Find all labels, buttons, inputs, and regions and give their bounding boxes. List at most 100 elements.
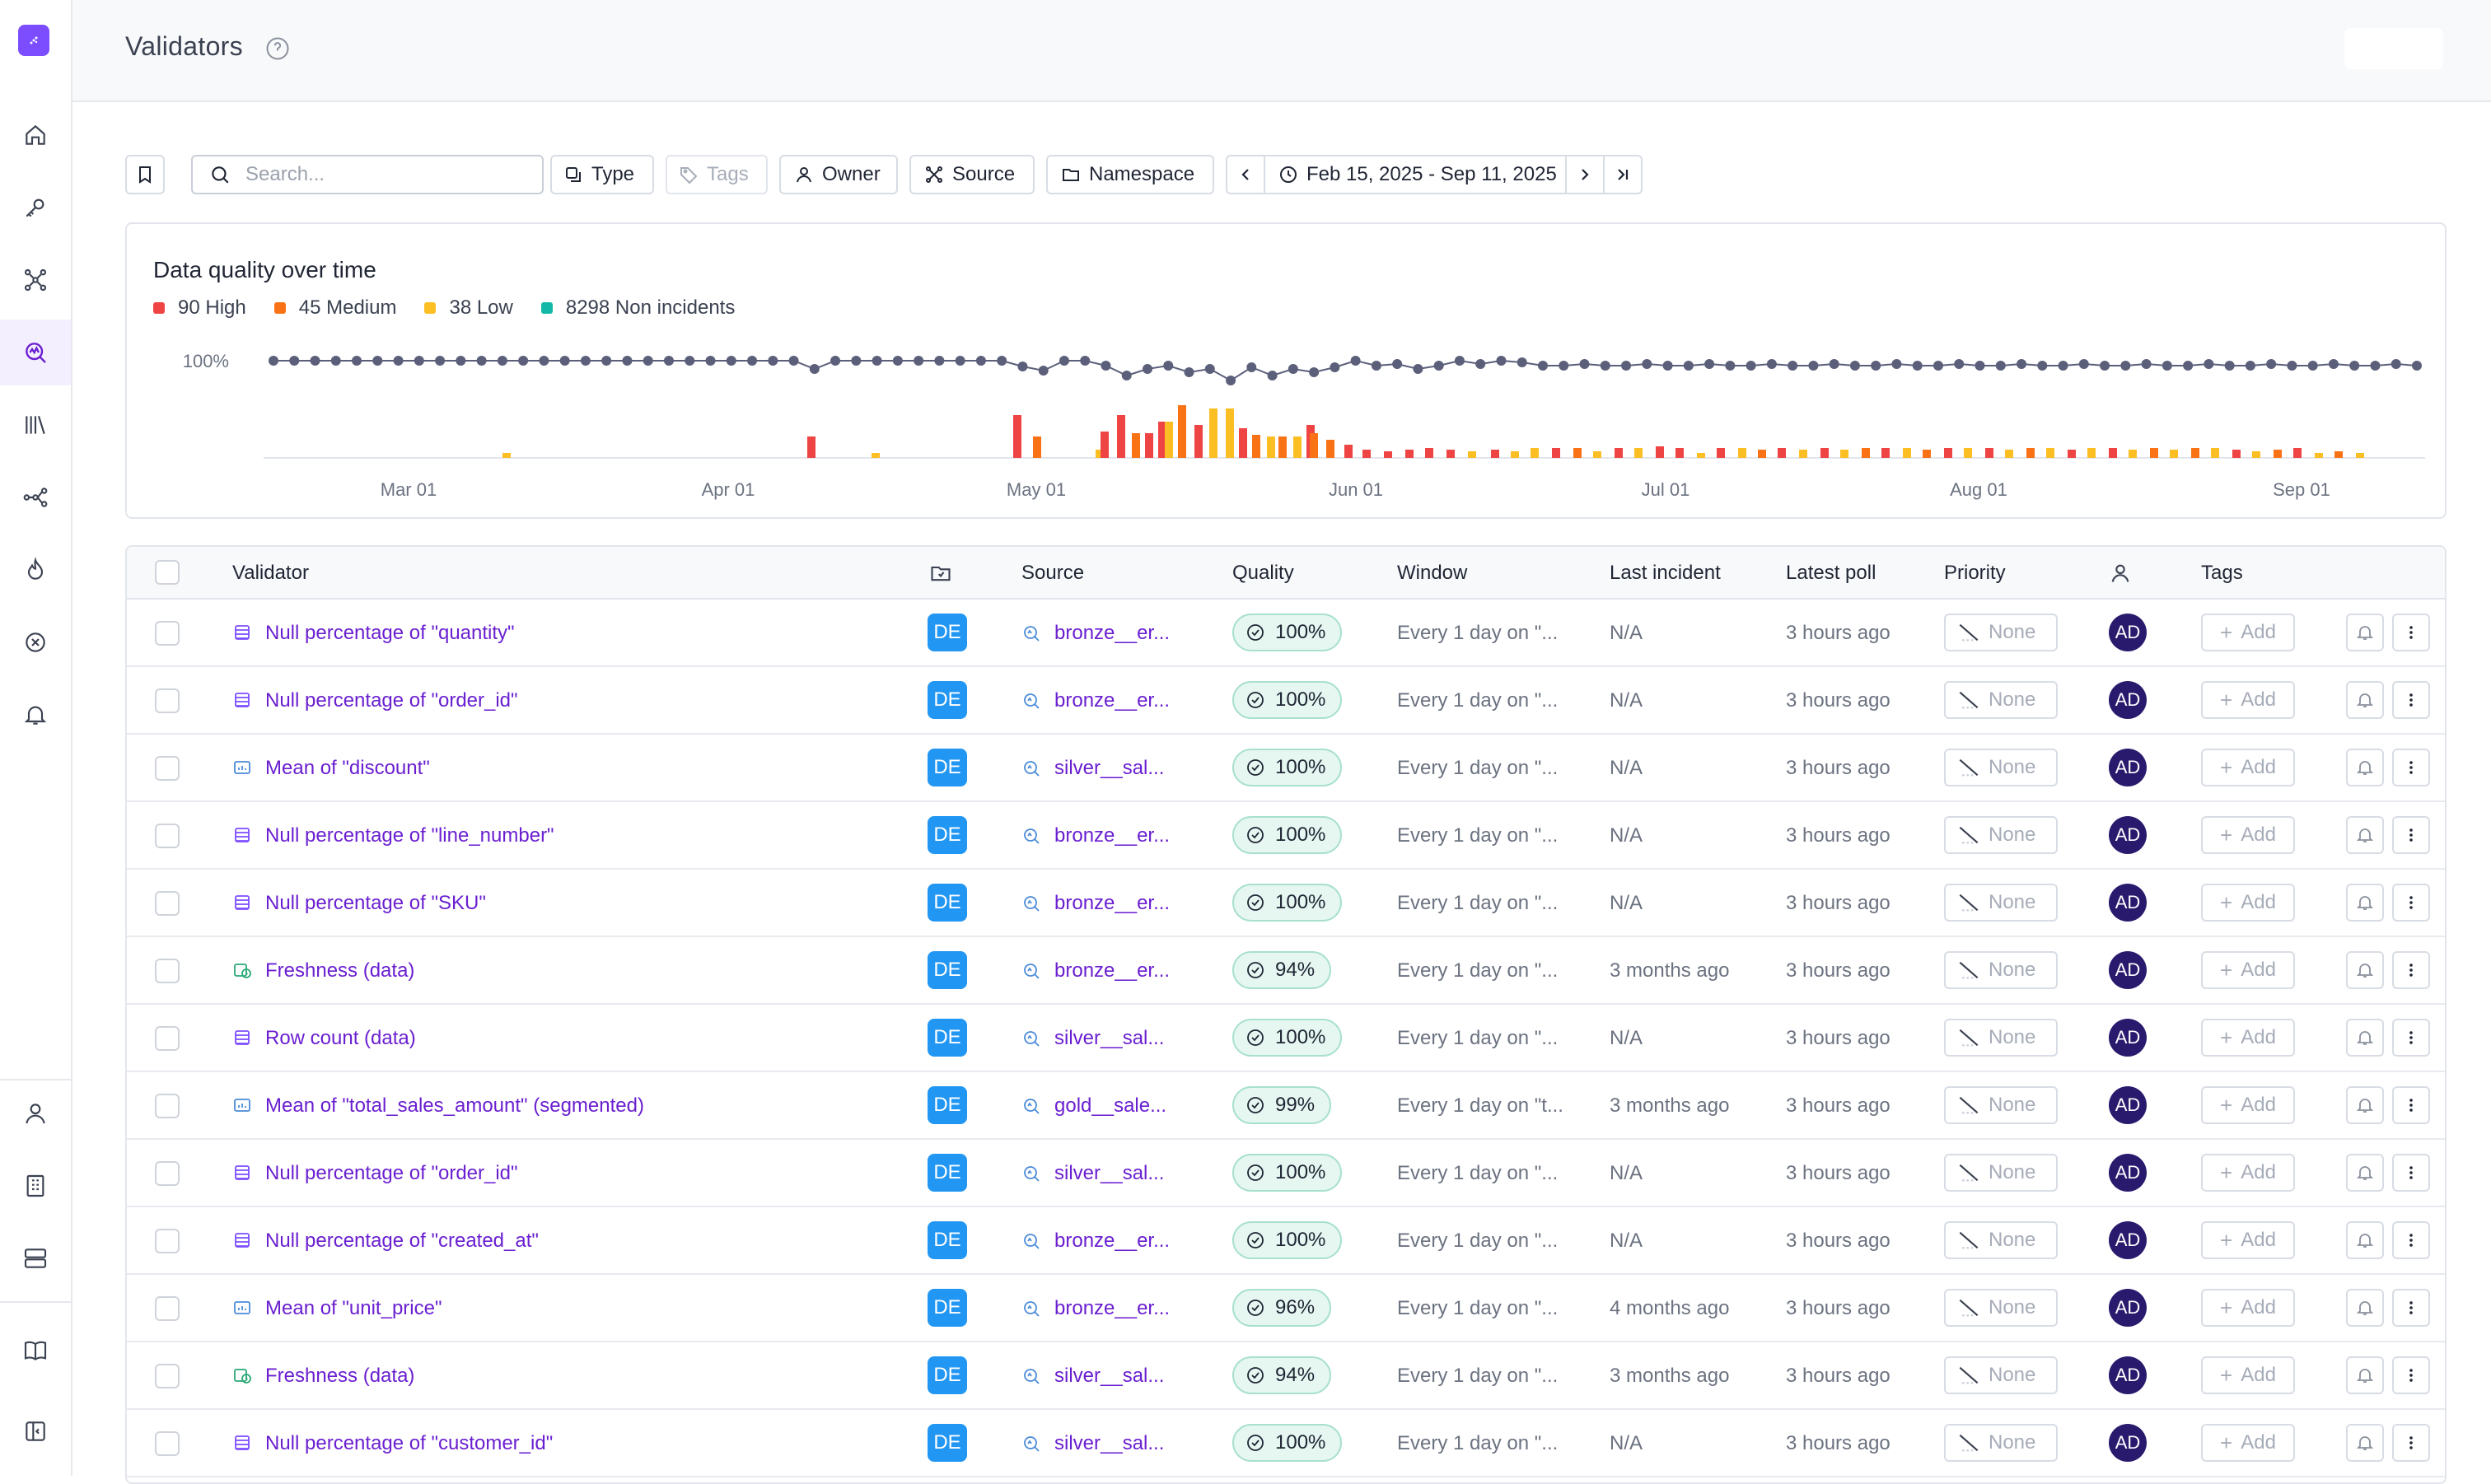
table-row[interactable]: Null percentage of "order_id" DE silver_… <box>127 1140 2445 1207</box>
owner-avatar[interactable]: AD <box>2109 681 2147 719</box>
row-menu-button[interactable] <box>2392 816 2430 854</box>
priority-select[interactable]: None <box>1944 1221 2058 1259</box>
validator-name-link[interactable]: Mean of "total_sales_amount" (segmented) <box>265 1094 644 1117</box>
subscribe-button[interactable] <box>2346 1221 2384 1259</box>
header-tags[interactable]: Tags <box>2201 562 2243 584</box>
add-tag-button[interactable]: + Add <box>2201 1086 2295 1124</box>
search-field[interactable] <box>191 155 544 194</box>
row-menu-button[interactable] <box>2392 951 2430 989</box>
nav-collapse[interactable] <box>0 1398 71 1464</box>
add-tag-button[interactable]: + Add <box>2201 1424 2295 1462</box>
row-checkbox[interactable] <box>155 621 180 646</box>
row-checkbox[interactable] <box>155 1431 180 1456</box>
subscribe-button[interactable] <box>2346 1019 2384 1057</box>
validator-name-link[interactable]: Null percentage of "created_at" <box>265 1230 539 1252</box>
table-row[interactable]: Freshness (data) DE bronze__er... 94% Ev… <box>127 937 2445 1005</box>
row-menu-button[interactable] <box>2392 614 2430 651</box>
validator-name-link[interactable]: Null percentage of "line_number" <box>265 824 554 847</box>
row-menu-button[interactable] <box>2392 749 2430 786</box>
table-row[interactable]: Mean of "discount" DE silver__sal... 100… <box>127 735 2445 802</box>
priority-select[interactable]: None <box>1944 884 2058 922</box>
header-latest-poll[interactable]: Latest poll <box>1786 562 1876 584</box>
owner-avatar[interactable]: AD <box>2109 1356 2147 1394</box>
subscribe-button[interactable] <box>2346 749 2384 786</box>
subscribe-button[interactable] <box>2346 951 2384 989</box>
owner-avatar[interactable]: AD <box>2109 1424 2147 1462</box>
nav-errors[interactable] <box>0 609 71 675</box>
legend-item-non-incidents[interactable]: 8298 Non incidents <box>540 296 735 320</box>
source-link[interactable]: bronze__er... <box>1054 824 1171 847</box>
help-icon[interactable] <box>265 36 290 61</box>
nav-keys[interactable] <box>0 175 71 240</box>
nav-organization[interactable] <box>0 1153 71 1219</box>
owner-avatar[interactable]: AD <box>2109 749 2147 786</box>
priority-select[interactable]: None <box>1944 1356 2058 1394</box>
priority-select[interactable]: None <box>1944 816 2058 854</box>
add-tag-button[interactable]: + Add <box>2201 816 2295 854</box>
row-menu-button[interactable] <box>2392 1424 2430 1462</box>
source-link[interactable]: bronze__er... <box>1054 622 1171 644</box>
validator-name-link[interactable]: Null percentage of "quantity" <box>265 622 515 644</box>
namespace-badge[interactable]: DE <box>928 1086 967 1124</box>
owner-avatar[interactable]: AD <box>2109 614 2147 651</box>
validator-name-link[interactable]: Null percentage of "SKU" <box>265 892 486 914</box>
row-checkbox[interactable] <box>155 891 180 916</box>
subscribe-button[interactable] <box>2346 816 2384 854</box>
subscribe-button[interactable] <box>2346 1289 2384 1327</box>
namespace-badge[interactable]: DE <box>928 1289 967 1327</box>
header-source[interactable]: Source <box>1021 562 1085 584</box>
owner-avatar[interactable]: AD <box>2109 951 2147 989</box>
source-link[interactable]: bronze__er... <box>1054 959 1171 982</box>
row-menu-button[interactable] <box>2392 1154 2430 1192</box>
owner-avatar[interactable]: AD <box>2109 884 2147 922</box>
priority-select[interactable]: None <box>1944 749 2058 786</box>
validator-name-link[interactable]: Freshness (data) <box>265 959 415 982</box>
validator-name-link[interactable]: Null percentage of "order_id" <box>265 689 518 712</box>
search-input[interactable] <box>244 162 524 187</box>
bookmark-button[interactable] <box>125 155 165 194</box>
add-tag-button[interactable]: + Add <box>2201 749 2295 786</box>
owner-avatar[interactable]: AD <box>2109 1221 2147 1259</box>
nav-library[interactable] <box>0 392 71 458</box>
table-row[interactable]: Null percentage of "quantity" DE bronze_… <box>127 600 2445 667</box>
table-row[interactable]: Null percentage of "order_id" DE bronze_… <box>127 667 2445 735</box>
row-menu-button[interactable] <box>2392 1086 2430 1124</box>
subscribe-button[interactable] <box>2346 1154 2384 1192</box>
add-tag-button[interactable]: + Add <box>2201 1221 2295 1259</box>
validator-name-link[interactable]: Mean of "unit_price" <box>265 1297 442 1319</box>
row-checkbox[interactable] <box>155 824 180 848</box>
header-priority[interactable]: Priority <box>1944 562 2006 584</box>
nav-lineage[interactable] <box>0 464 71 530</box>
namespace-badge[interactable]: DE <box>928 1019 967 1057</box>
table-row[interactable]: Mean of "unit_price" DE bronze__er... 96… <box>127 1275 2445 1342</box>
validator-name-link[interactable]: Mean of "discount" <box>265 757 430 779</box>
priority-select[interactable]: None <box>1944 681 2058 719</box>
add-tag-button[interactable]: + Add <box>2201 951 2295 989</box>
date-range-picker[interactable]: Feb 15, 2025 - Sep 11, 2025 <box>1264 155 1567 194</box>
subscribe-button[interactable] <box>2346 681 2384 719</box>
row-checkbox[interactable] <box>155 688 180 713</box>
row-checkbox[interactable] <box>155 1296 180 1321</box>
header-last-incident[interactable]: Last incident <box>1610 562 1721 584</box>
validator-name-link[interactable]: Row count (data) <box>265 1027 416 1049</box>
priority-select[interactable]: None <box>1944 1086 2058 1124</box>
table-row[interactable]: Null percentage of "customer_id" DE silv… <box>127 1410 2445 1477</box>
row-menu-button[interactable] <box>2392 681 2430 719</box>
owner-avatar[interactable]: AD <box>2109 816 2147 854</box>
legend-item-high[interactable]: 90 High <box>153 296 246 320</box>
source-link[interactable]: silver__sal... <box>1054 1162 1165 1184</box>
owner-avatar[interactable]: AD <box>2109 1154 2147 1192</box>
nav-user[interactable] <box>0 1080 71 1146</box>
source-link[interactable]: silver__sal... <box>1054 1365 1165 1387</box>
add-tag-button[interactable]: + Add <box>2201 1019 2295 1057</box>
owner-filter-button[interactable]: Owner <box>779 155 898 194</box>
add-tag-button[interactable]: + Add <box>2201 884 2295 922</box>
row-checkbox[interactable] <box>155 1026 180 1051</box>
row-checkbox[interactable] <box>155 1094 180 1118</box>
row-menu-button[interactable] <box>2392 884 2430 922</box>
row-checkbox[interactable] <box>155 756 180 781</box>
subscribe-button[interactable] <box>2346 1424 2384 1462</box>
table-row[interactable]: Row count (data) DE silver__sal... 100% … <box>127 1005 2445 1072</box>
row-checkbox[interactable] <box>155 1161 180 1186</box>
add-tag-button[interactable]: + Add <box>2201 614 2295 651</box>
